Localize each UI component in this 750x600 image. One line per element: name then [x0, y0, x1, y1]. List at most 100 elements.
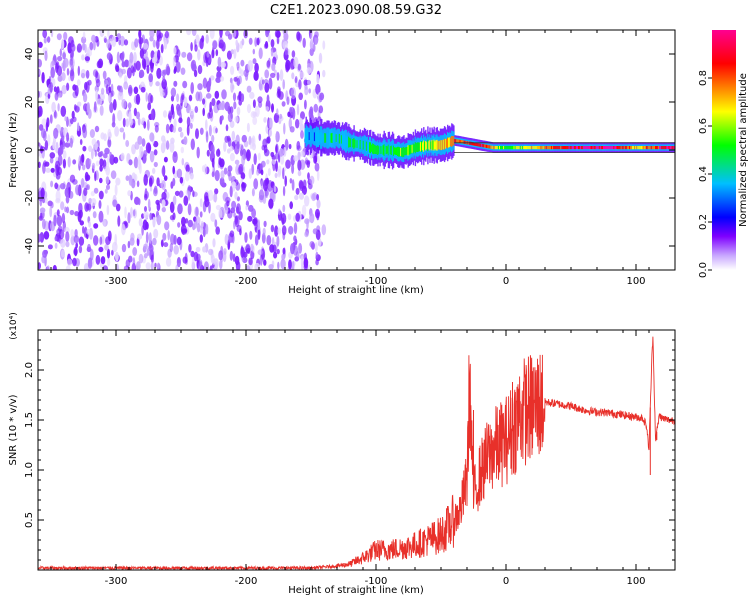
noise-cell	[178, 190, 184, 198]
signal-core	[460, 140, 462, 144]
signal-core	[529, 146, 531, 150]
noise-cell	[76, 43, 82, 53]
noise-cell	[39, 153, 43, 159]
signal-core	[363, 140, 366, 151]
noise-cell	[183, 96, 188, 108]
noise-cell	[42, 249, 48, 258]
noise-cell	[232, 92, 237, 102]
noise-cell	[133, 51, 137, 64]
noise-cell	[176, 236, 182, 246]
signal-core	[663, 146, 665, 150]
noise-cell	[147, 92, 153, 105]
signal-core	[504, 146, 506, 150]
signal-core	[600, 146, 603, 150]
signal-core	[668, 146, 670, 150]
y-tick-label: 1.0	[24, 462, 35, 478]
noise-cell	[307, 264, 311, 270]
signal-core	[511, 146, 513, 150]
noise-cell	[230, 65, 235, 75]
signal-core	[435, 140, 437, 151]
signal-core	[656, 146, 658, 150]
noise-cell	[218, 157, 222, 166]
signal-core	[657, 146, 659, 150]
noise-cell	[152, 57, 155, 64]
signal-core	[424, 141, 426, 151]
noise-cell	[161, 167, 165, 176]
noise-cell	[270, 224, 275, 233]
noise-cell	[224, 233, 229, 245]
signal-core	[306, 131, 308, 141]
signal-core	[595, 146, 598, 150]
noise-cell	[111, 35, 117, 48]
noise-cell	[65, 265, 71, 270]
noise-cell	[44, 161, 50, 167]
noise-cell	[195, 216, 201, 226]
signal-core	[458, 139, 460, 143]
signal-core	[604, 146, 606, 150]
noise-cell	[225, 30, 231, 37]
noise-cell	[148, 232, 152, 244]
noise-cell	[154, 262, 157, 268]
noise-cell	[313, 155, 317, 164]
signal-core	[305, 130, 307, 142]
noise-cell	[155, 81, 160, 87]
noise-cell	[140, 86, 146, 93]
signal-core	[552, 146, 554, 150]
noise-cell	[152, 167, 156, 174]
signal-core	[565, 146, 567, 150]
signal-core	[566, 146, 568, 150]
signal-core	[430, 141, 432, 149]
noise-cell	[56, 209, 60, 217]
noise-cell	[291, 260, 295, 270]
noise-cell	[251, 188, 255, 197]
noise-cell	[87, 257, 93, 270]
noise-cell	[123, 81, 129, 90]
signal-core	[307, 131, 309, 141]
noise-cell	[55, 164, 60, 177]
noise-cell	[138, 30, 142, 39]
signal-core	[623, 146, 626, 150]
signal-core	[573, 146, 576, 150]
noise-cell	[92, 211, 97, 219]
signal-core	[618, 146, 620, 150]
noise-cell	[46, 36, 51, 43]
noise-cell	[248, 204, 254, 212]
noise-cell	[145, 221, 149, 230]
noise-cell	[299, 71, 305, 79]
signal-core	[445, 139, 448, 148]
noise-cell	[234, 255, 240, 266]
noise-cell	[274, 172, 278, 179]
noise-cell	[150, 61, 154, 73]
noise-cell	[275, 130, 279, 143]
noise-cell	[322, 40, 326, 50]
signal-core	[528, 146, 530, 150]
noise-cell	[289, 178, 293, 184]
noise-cell	[238, 91, 242, 101]
noise-cell	[246, 85, 252, 93]
noise-cell	[95, 160, 100, 167]
noise-cell	[105, 84, 109, 95]
noise-cell	[215, 127, 218, 134]
noise-cell	[193, 251, 199, 262]
signal-core	[313, 132, 316, 142]
noise-cell	[163, 39, 168, 50]
signal-core	[389, 146, 392, 155]
noise-cell	[130, 207, 133, 218]
noise-cell	[43, 231, 50, 240]
noise-cell	[163, 242, 169, 248]
signal-core	[479, 143, 481, 147]
noise-cell	[94, 125, 100, 133]
signal-core	[541, 146, 543, 150]
noise-cell	[190, 42, 193, 52]
noise-cell	[303, 257, 309, 269]
signal-core	[393, 147, 396, 155]
noise-cell	[49, 152, 56, 159]
noise-cell	[226, 135, 231, 142]
signal-core	[425, 140, 427, 151]
noise-cell	[282, 41, 288, 49]
noise-cell	[288, 118, 292, 129]
signal-core	[572, 146, 575, 150]
noise-cell	[38, 41, 43, 49]
noise-cell	[135, 60, 141, 71]
noise-cell	[70, 229, 74, 238]
